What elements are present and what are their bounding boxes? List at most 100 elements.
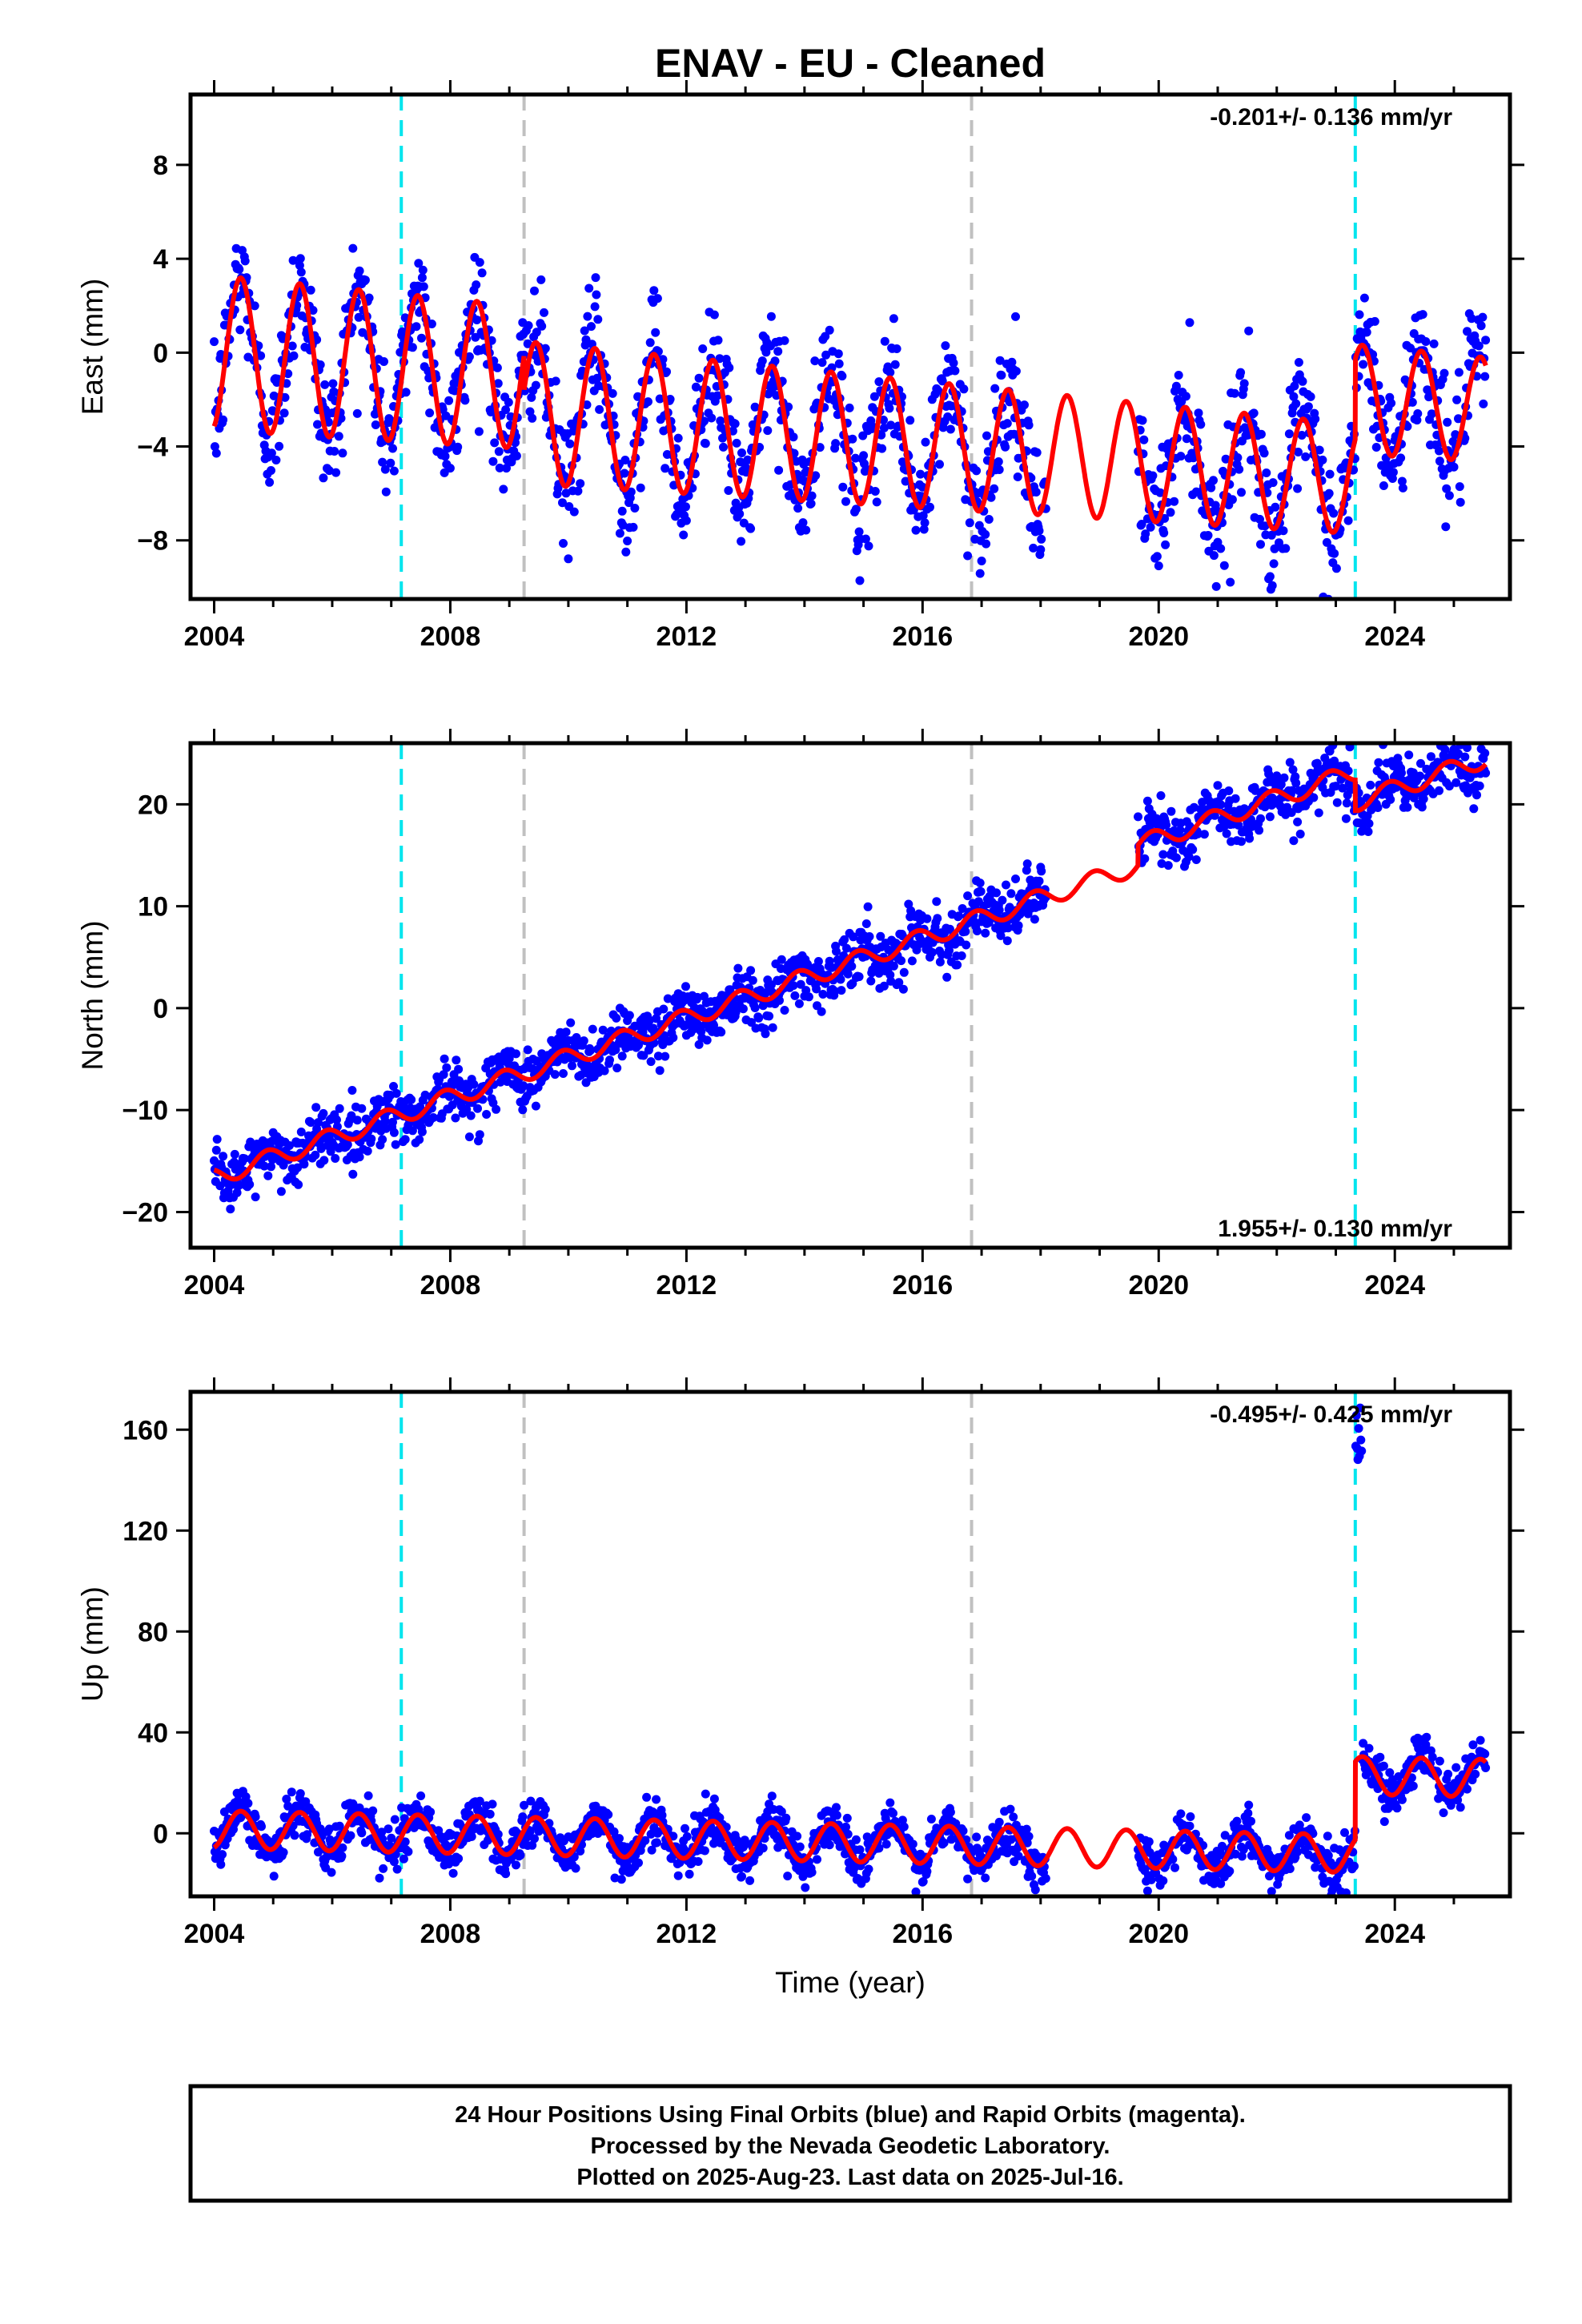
data-point (750, 402, 760, 412)
data-point (357, 1828, 367, 1838)
data-point (215, 1181, 225, 1191)
data-point (950, 366, 960, 376)
data-point (872, 497, 881, 507)
data-point (992, 888, 1001, 898)
data-point (990, 384, 1000, 393)
data-point (559, 539, 568, 548)
data-point (669, 1033, 678, 1043)
data-point (1439, 1808, 1448, 1818)
data-point (1139, 435, 1149, 444)
data-point (1188, 845, 1198, 854)
data-point (634, 1858, 643, 1868)
data-point (889, 961, 898, 971)
data-point (916, 469, 926, 479)
data-point (337, 1852, 347, 1861)
data-point (211, 1145, 221, 1155)
data-point (642, 1792, 652, 1802)
data-point (561, 1027, 571, 1037)
data-point (907, 956, 917, 966)
data-point (832, 1811, 841, 1820)
data-point (408, 343, 417, 352)
data-point (997, 371, 1006, 380)
data-point (245, 1180, 255, 1189)
data-point (527, 392, 536, 402)
data-point (319, 473, 328, 483)
data-point (1397, 1795, 1407, 1804)
data-point (363, 1791, 373, 1800)
data-point (1024, 420, 1034, 430)
data-point (1469, 804, 1479, 814)
data-point (452, 1055, 461, 1065)
data-point (1388, 468, 1398, 477)
data-point (832, 947, 841, 956)
data-point (1225, 1867, 1235, 1876)
data-point (493, 379, 503, 388)
data-point (935, 957, 945, 967)
data-point (1256, 429, 1266, 439)
data-point (1421, 337, 1431, 346)
data-point (1034, 876, 1044, 886)
data-point (813, 1855, 821, 1864)
data-point (701, 439, 710, 448)
data-point (1291, 778, 1301, 788)
data-point (615, 1834, 624, 1844)
data-point (1362, 328, 1371, 337)
data-point (343, 1140, 352, 1149)
x-tick-label: 2020 (1128, 1270, 1189, 1301)
data-point (612, 1063, 622, 1073)
data-point (1379, 1761, 1388, 1771)
data-point (626, 487, 636, 497)
data-point (383, 1824, 393, 1834)
data-point (780, 336, 789, 345)
data-point (375, 1873, 384, 1883)
data-point (592, 290, 601, 300)
data-point (681, 982, 690, 991)
data-point (379, 357, 388, 366)
data-point (698, 344, 708, 353)
data-point (841, 497, 850, 506)
data-point (1237, 837, 1246, 846)
data-point (737, 1872, 746, 1881)
data-point (472, 316, 482, 324)
data-point (1034, 526, 1044, 536)
data-point (518, 1105, 528, 1115)
data-point (1230, 388, 1239, 398)
data-point (279, 1160, 288, 1170)
data-point (280, 392, 290, 402)
data-point (335, 1104, 344, 1113)
data-point (911, 525, 921, 535)
data-point (550, 1070, 560, 1080)
data-point (323, 417, 333, 427)
data-point (793, 1831, 802, 1841)
data-point (1435, 786, 1443, 795)
data-point (1418, 310, 1427, 320)
data-point (1404, 750, 1414, 760)
data-point (391, 1088, 401, 1098)
data-point (1216, 544, 1226, 553)
data-point (738, 1004, 748, 1014)
data-point (702, 1035, 712, 1045)
data-point (523, 1045, 532, 1055)
data-point (1170, 1863, 1179, 1872)
data-point (661, 464, 670, 473)
data-point (1231, 794, 1240, 803)
data-point (218, 1850, 227, 1860)
data-point (746, 524, 756, 533)
data-point (842, 1813, 852, 1823)
data-point (257, 1822, 266, 1831)
data-point (889, 314, 898, 324)
data-point (865, 932, 874, 941)
data-point (713, 391, 722, 400)
data-point (584, 283, 594, 293)
data-point (279, 408, 289, 418)
data-point (885, 368, 895, 377)
data-point (986, 493, 996, 502)
data-point (294, 1180, 303, 1189)
data-point (380, 464, 390, 474)
y-tick-label: −4 (137, 432, 168, 463)
data-point (588, 1024, 597, 1034)
data-point (525, 407, 535, 416)
data-point (290, 1831, 299, 1840)
data-point (932, 897, 942, 907)
data-point (1426, 752, 1435, 762)
